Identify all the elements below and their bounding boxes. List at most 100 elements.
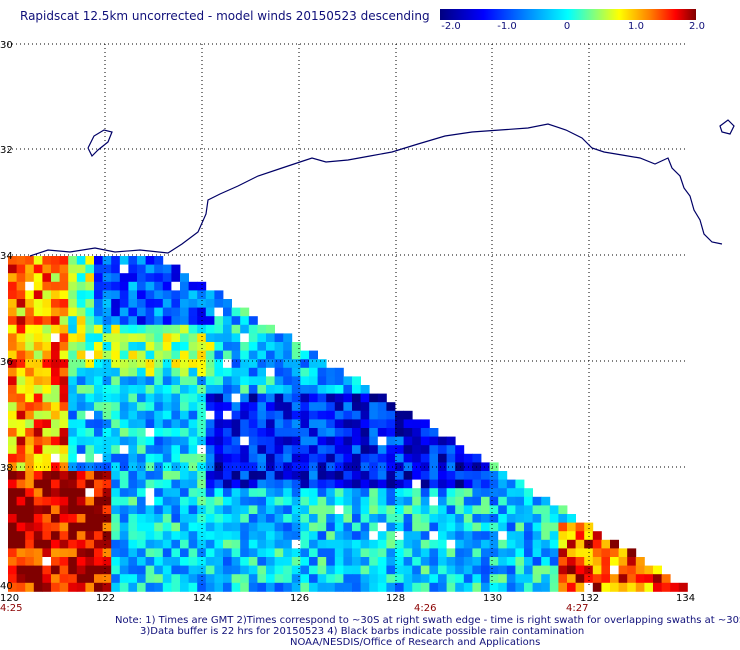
wind-cell (162, 436, 172, 446)
wind-cell (300, 582, 310, 592)
wind-cell (438, 531, 447, 541)
wind-cell (575, 531, 585, 541)
wind-cell (610, 539, 619, 549)
wind-cell (162, 565, 172, 575)
wind-cell (33, 453, 43, 463)
wind-cell (145, 531, 155, 541)
wind-cell (223, 574, 232, 584)
wind-cell (257, 342, 267, 351)
wind-cell (51, 342, 60, 351)
wind-cell (231, 522, 241, 532)
wind-cell (180, 505, 189, 515)
wind-cell (94, 333, 103, 343)
wind-cell (283, 419, 293, 429)
wind-cell (162, 316, 172, 326)
wind-cell (119, 359, 129, 369)
wind-cell (610, 582, 619, 592)
wind-cell (102, 324, 112, 334)
wind-cell (214, 316, 224, 326)
wind-cell (326, 574, 336, 584)
wind-cell (481, 505, 490, 515)
wind-cell (205, 419, 215, 429)
wind-cell (25, 462, 35, 472)
wind-cell (291, 505, 301, 515)
wind-cell (8, 496, 17, 506)
wind-cell (274, 385, 284, 394)
wind-cell (205, 316, 215, 326)
wind-cell (59, 410, 69, 420)
wind-cell (386, 496, 396, 506)
wind-cell (618, 574, 628, 584)
wind-cell (94, 436, 103, 446)
wind-cell (102, 350, 112, 360)
wind-cell (567, 514, 576, 523)
wind-cell (197, 299, 207, 308)
wind-cell (16, 496, 26, 506)
wind-cell (257, 582, 267, 592)
wind-cell (635, 557, 645, 566)
wind-cell (145, 385, 155, 394)
wind-cell (16, 281, 26, 291)
wind-cell (8, 574, 17, 584)
wind-cell (266, 574, 275, 584)
wind-cell (223, 307, 232, 317)
wind-cell (343, 565, 353, 575)
wind-cell (309, 505, 318, 515)
wind-cell (145, 281, 155, 291)
wind-cell (128, 479, 138, 489)
wind-cell (51, 367, 60, 377)
wind-cell (205, 539, 215, 549)
wind-cell (197, 290, 207, 300)
wind-cell (438, 453, 447, 463)
wind-cell (455, 496, 465, 506)
wind-cell (180, 548, 189, 558)
wind-cell (85, 316, 95, 326)
wind-cell (524, 565, 533, 575)
wind-cell (119, 402, 129, 412)
wind-cell (231, 410, 241, 420)
wind-cell (231, 393, 241, 403)
wind-cell (532, 574, 542, 584)
wind-cell (42, 256, 52, 265)
wind-cell (68, 256, 78, 265)
wind-cell (326, 419, 336, 429)
wind-cell (231, 531, 241, 541)
wind-cell (102, 342, 112, 351)
wind-cell (429, 505, 439, 515)
wind-cell (76, 539, 86, 549)
wind-cell (223, 557, 232, 566)
wind-cell (51, 514, 60, 523)
wind-cell (214, 342, 224, 351)
wind-cell (283, 350, 293, 360)
wind-cell (291, 402, 301, 412)
wind-cell (171, 316, 181, 326)
wind-cell (541, 557, 551, 566)
wind-cell (558, 582, 568, 592)
wind-cell (317, 488, 327, 498)
wind-cell (377, 393, 387, 403)
wind-cell (145, 376, 155, 386)
wind-cell (162, 582, 172, 592)
wind-cell (343, 453, 353, 463)
wind-cell (188, 402, 198, 412)
wind-cell (188, 505, 198, 515)
wind-cell (68, 445, 78, 455)
wind-cell (369, 522, 379, 532)
wind-cell (154, 548, 164, 558)
wind-cell (549, 505, 559, 515)
wind-cell (266, 385, 275, 394)
wind-cell (16, 488, 26, 498)
wind-cell (291, 522, 301, 532)
wind-cell (309, 514, 318, 523)
wind-cell (68, 436, 78, 446)
wind-cell (16, 273, 26, 283)
wind-cell (231, 342, 241, 351)
wind-cell (231, 582, 241, 592)
wind-cell (386, 436, 396, 446)
wind-cell (85, 582, 95, 592)
wind-cell (231, 445, 241, 455)
wind-cell (455, 514, 465, 523)
wind-cell (68, 582, 78, 592)
wind-cell (59, 445, 69, 455)
wind-cell (360, 445, 370, 455)
